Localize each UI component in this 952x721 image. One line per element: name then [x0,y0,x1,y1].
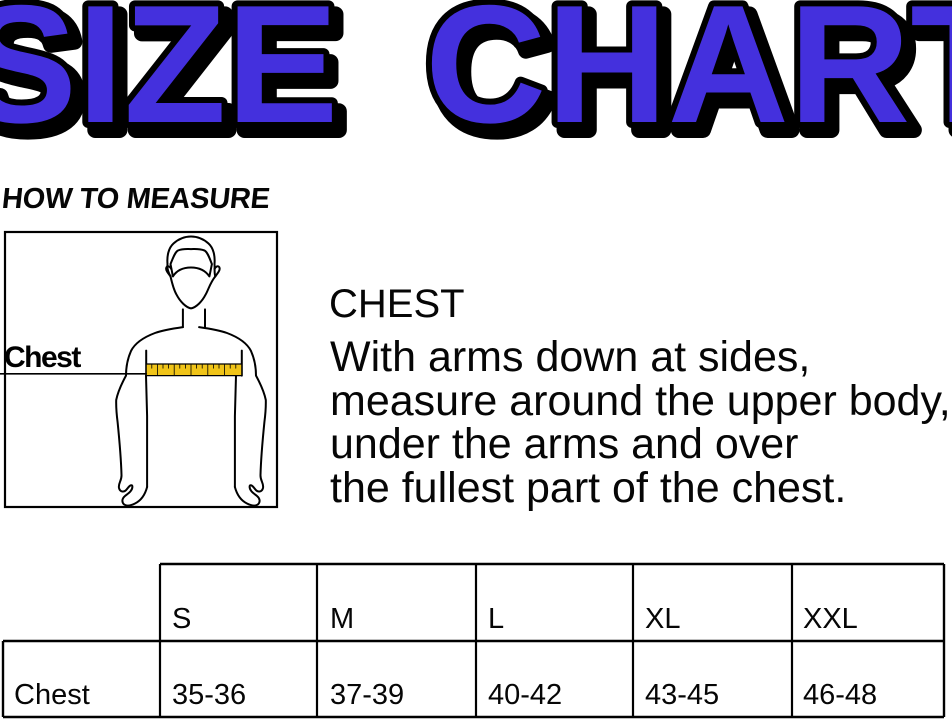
svg-text:37-39: 37-39 [330,679,404,711]
svg-text:40-42: 40-42 [488,679,562,711]
svg-text:XL: XL [645,603,680,635]
svg-text:35-36: 35-36 [172,679,246,711]
svg-text:S: S [172,603,191,635]
svg-text:L: L [488,603,504,635]
svg-text:XXL: XXL [803,603,858,635]
svg-text:Chest: Chest [14,679,90,711]
svg-text:43-45: 43-45 [645,679,719,711]
svg-text:46-48: 46-48 [803,679,877,711]
svg-text:M: M [330,603,354,635]
